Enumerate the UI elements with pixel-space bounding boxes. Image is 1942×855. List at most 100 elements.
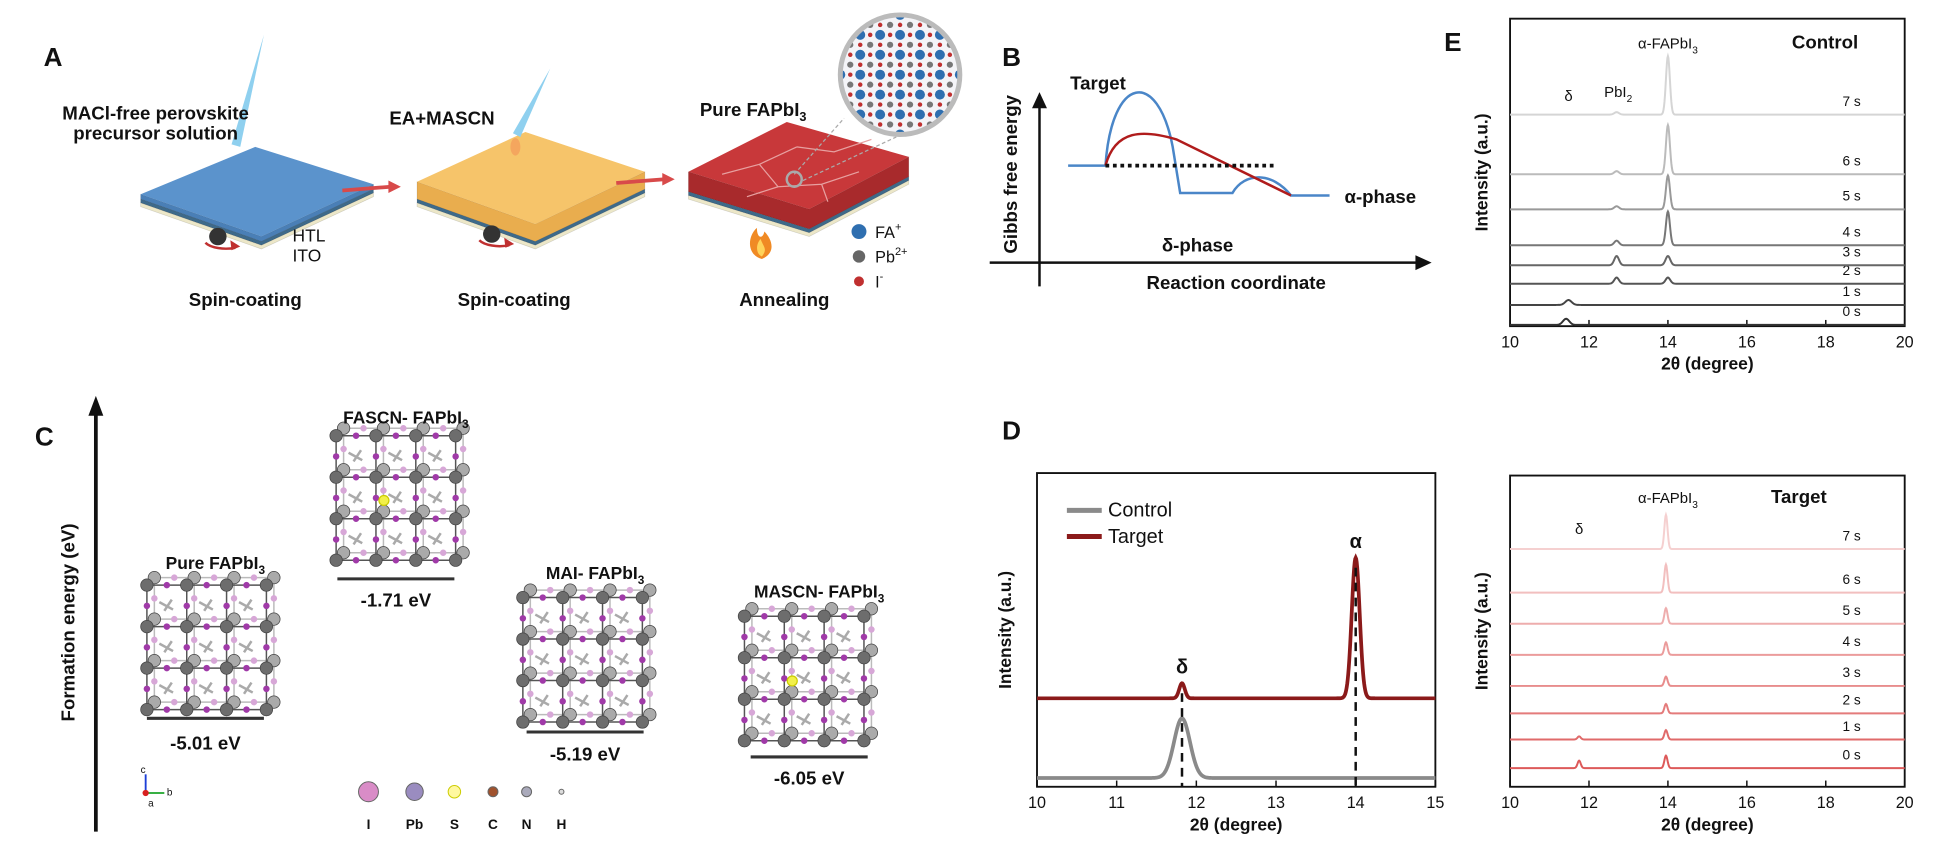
- iodide: [250, 698, 258, 706]
- time-label: 4 s: [1842, 634, 1860, 649]
- legend-label: I-: [875, 271, 884, 291]
- iodide: [243, 581, 250, 589]
- molecule: [238, 681, 254, 695]
- iodide: [432, 432, 439, 439]
- lead: [259, 702, 274, 717]
- iodide: [781, 716, 788, 724]
- inset-i: [917, 122, 923, 127]
- energy-path-delta: [1068, 91, 1330, 197]
- iodide: [559, 656, 566, 664]
- iodide: [452, 494, 459, 502]
- lead: [595, 715, 610, 729]
- peak-label: α-FAPbI3: [1638, 490, 1698, 511]
- iodide: [800, 737, 808, 744]
- lead: [409, 429, 423, 443]
- iodide: [352, 556, 360, 564]
- inset-pb: [867, 101, 874, 108]
- iodide: [639, 656, 646, 664]
- inset-pb: [906, 41, 914, 48]
- iodide: [820, 716, 828, 724]
- molecule: [238, 640, 254, 654]
- inset-fa: [875, 49, 886, 60]
- atom-key: [521, 786, 533, 798]
- lead: [329, 553, 343, 567]
- iodide: [820, 675, 828, 682]
- chart-title: Target: [1771, 486, 1827, 507]
- inset-pb: [886, 121, 894, 128]
- alpha-label: α-phase: [1344, 186, 1416, 207]
- iodide: [332, 536, 340, 543]
- inset-border: [837, 12, 963, 137]
- energy-label: -5.19 eV: [550, 744, 621, 765]
- molecule: [158, 681, 174, 695]
- iodide: [840, 737, 848, 744]
- axis-b-label: b: [167, 787, 173, 798]
- structure-name: Pure FAPbI3: [166, 553, 266, 577]
- inset-i: [907, 112, 913, 117]
- iodide: [579, 635, 586, 643]
- molecule: [198, 681, 214, 695]
- iodide: [547, 669, 554, 677]
- iodide: [380, 487, 387, 494]
- inset-i: [887, 72, 893, 77]
- inset-pb: [847, 81, 854, 88]
- iodide: [380, 528, 387, 536]
- lead: [140, 702, 154, 717]
- iodide: [868, 709, 875, 716]
- molecule: [347, 449, 363, 463]
- inset-i: [877, 42, 883, 48]
- atom-key: [487, 786, 499, 798]
- molecule: [574, 652, 590, 666]
- x-tick-label: 10: [1501, 333, 1519, 351]
- inset-i: [927, 32, 933, 38]
- iodide: [599, 615, 606, 622]
- iodide: [243, 664, 250, 672]
- iodide: [171, 574, 178, 581]
- inset-i: [907, 92, 913, 97]
- step-label: Annealing: [739, 289, 829, 310]
- lead: [219, 702, 234, 717]
- iodide: [828, 709, 835, 716]
- structure-name: FASCN- FAPbI3: [343, 407, 469, 431]
- inset-pb: [906, 61, 914, 68]
- lead: [595, 590, 610, 605]
- iodide: [230, 636, 238, 644]
- peak-label: PbI2: [1604, 84, 1632, 105]
- inset-pb: [886, 81, 894, 88]
- lead: [369, 512, 383, 526]
- lead: [259, 620, 274, 634]
- flame-core: [757, 239, 765, 257]
- iodide: [243, 706, 250, 713]
- inset-pb: [886, 41, 894, 48]
- atom-label: S: [450, 817, 459, 832]
- spin-chuck: [483, 225, 501, 243]
- molecule: [158, 598, 174, 612]
- iodide: [848, 688, 855, 695]
- structure-name: MAI- FAPbI3: [546, 563, 645, 587]
- inset-i: [867, 92, 873, 97]
- layer-label: HTL: [293, 226, 326, 246]
- lead: [369, 553, 383, 567]
- iodide: [230, 678, 238, 685]
- iodide: [340, 445, 347, 453]
- lead: [409, 553, 423, 567]
- xrd-trace: [1510, 209, 1905, 247]
- atom-key: [405, 782, 424, 801]
- time-label: 0 s: [1842, 747, 1860, 762]
- inset-fa: [915, 49, 925, 60]
- iodide: [527, 607, 534, 615]
- lead: [737, 651, 752, 665]
- iodide: [210, 657, 218, 664]
- x-tick-label: 13: [1267, 794, 1285, 812]
- iodide: [263, 685, 270, 693]
- iodide: [579, 594, 586, 601]
- lead: [180, 578, 194, 592]
- iodide: [848, 730, 855, 737]
- process-arrow: [616, 177, 665, 185]
- molecule: [534, 652, 550, 666]
- xrd-trace: [1510, 561, 1905, 594]
- iodide: [250, 615, 258, 623]
- lead: [449, 553, 463, 567]
- iodide: [626, 711, 634, 718]
- inset-i: [857, 102, 863, 107]
